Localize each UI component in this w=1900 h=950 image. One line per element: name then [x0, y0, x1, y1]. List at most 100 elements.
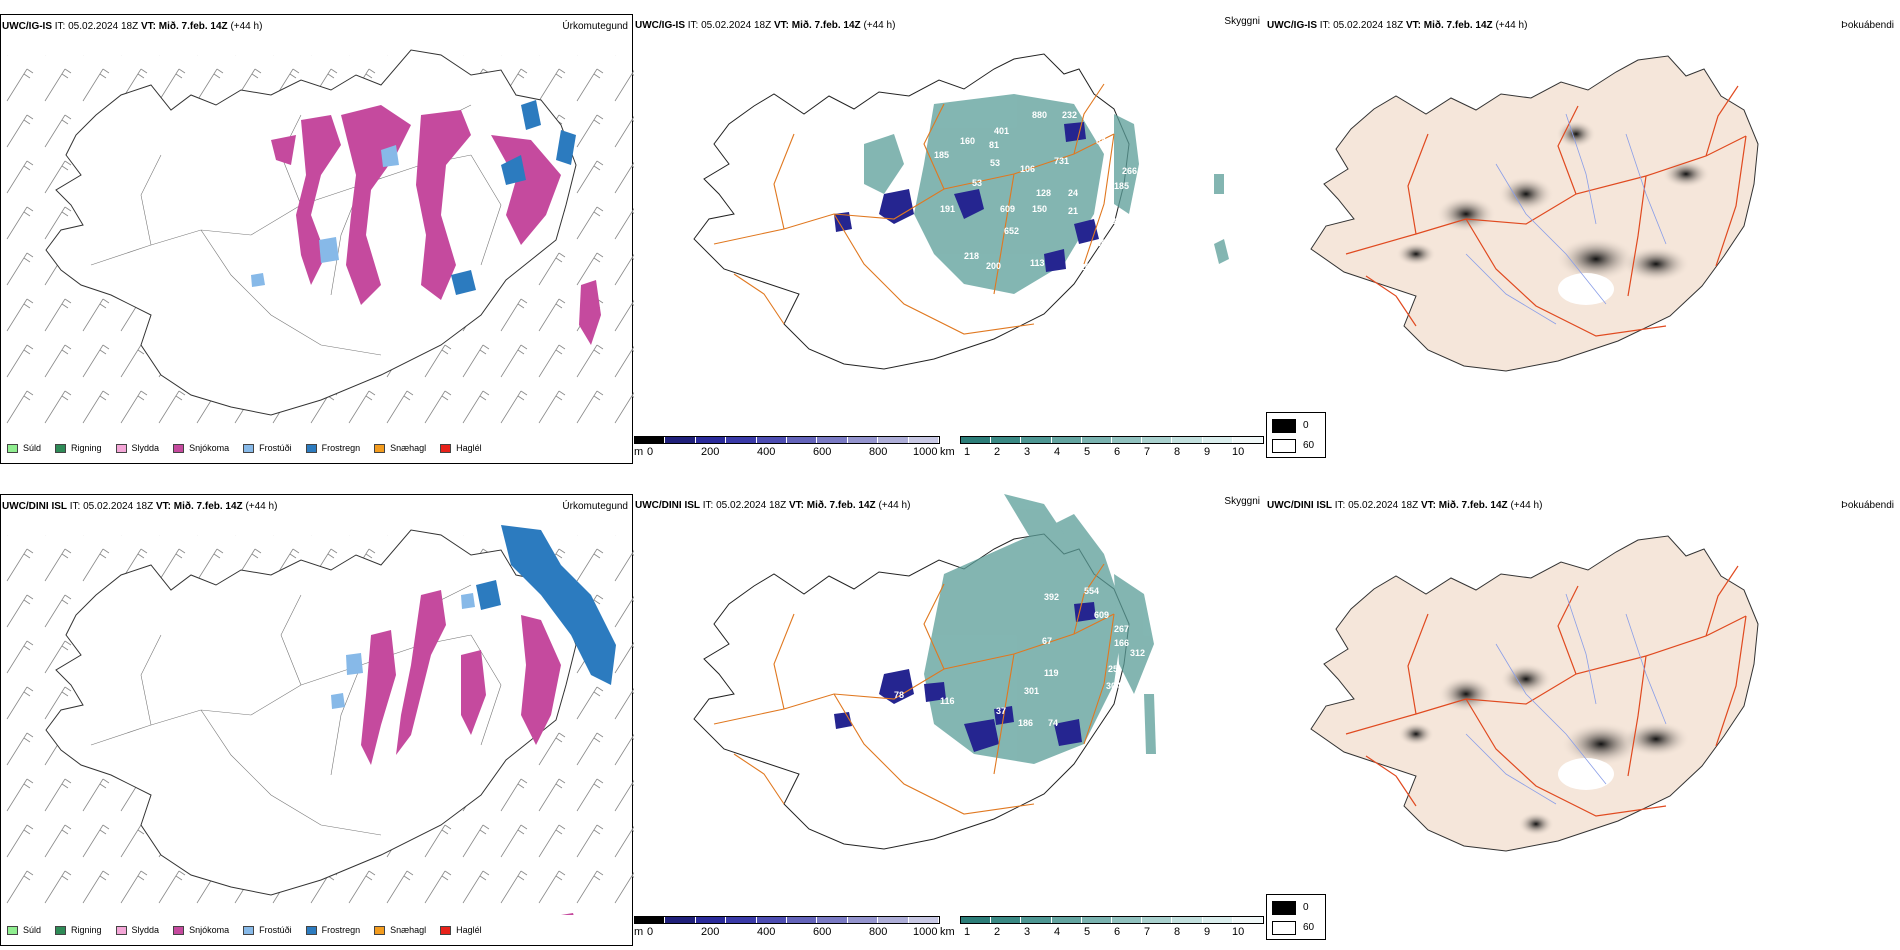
colorbar-tick: 4 [1054, 446, 1061, 458]
ceiling-label: 78 [894, 690, 904, 700]
colorbar-tick: 200 [701, 446, 720, 458]
low-ceiling-areas [834, 122, 1099, 272]
precip-type-panel-row2: UWC/DINI ISL IT: 05.02.2024 18Z VT: Mið.… [0, 494, 634, 946]
colorbar-tick: 1000 [913, 446, 938, 458]
legend-swatch [55, 925, 67, 935]
legend-swatch [440, 443, 452, 453]
panel-title: Úrkomutegund [562, 501, 628, 512]
colorbar-tick: 0 [647, 446, 654, 458]
ceiling-label: 401 [994, 126, 1009, 136]
fog-legend-swatch [1272, 901, 1296, 915]
precip-legend: Súld Rigning Slydda Snjókoma Frostúði Fr… [7, 925, 496, 935]
legend-swatch [115, 925, 127, 935]
ceiling-label: 312 [1130, 648, 1145, 658]
ceiling-label: 47 [1134, 220, 1144, 230]
colorbar-tick: 6 [1114, 446, 1121, 458]
colorbar-tick: 0 [647, 926, 654, 938]
ceiling-label: 67 [1042, 636, 1052, 646]
legend-swatch [173, 443, 185, 453]
legend-swatch [440, 925, 452, 935]
lead-time: (+44 h) [878, 500, 911, 511]
ceiling-label: 128 [1036, 188, 1051, 198]
panel-title: Þokuábendi [1841, 20, 1894, 31]
ceiling-label: 84 [1096, 136, 1106, 146]
ceiling-label: 185 [934, 150, 949, 160]
ceiling-label: 113 [1030, 258, 1045, 268]
colorbar-tick: 9 [1204, 446, 1211, 458]
ceiling-label: 104 [1080, 262, 1095, 272]
ceiling-colorbar [634, 916, 940, 924]
freezing-drizzle-areas [331, 593, 475, 709]
colorbar-tick: 8 [1174, 926, 1181, 938]
visibility-colorbar [960, 916, 1264, 924]
ceiling-label: 40 [1096, 238, 1106, 248]
fog-legend-label: 0 [1303, 420, 1309, 431]
ceiling-label: 53 [972, 178, 982, 188]
fog-panel-row2: UWC/DINI ISL IT: 05.02.2024 18Z VT: Mið.… [1266, 494, 1900, 946]
legend-swatch [7, 443, 18, 453]
snowfall-areas [361, 590, 574, 915]
ceiling-map: 392 554 609 267 166 312 25 67 119 304 78… [693, 494, 1156, 850]
legend-item-sudld: Súld [7, 925, 41, 935]
lead-time: (+44 h) [245, 501, 278, 512]
ceiling-label: 652 [1004, 226, 1019, 236]
panel-header: UWC/IG-IS IT: 05.02.2024 18Z VT: Mið. 7.… [635, 20, 895, 31]
legend-item-slydda: Slydda [115, 925, 159, 935]
valid-time: VT: Mið. 7.feb. 14Z [140, 21, 228, 32]
ceiling-labels: 401 880 232 749 160 81 185 53 106 731 84… [814, 108, 1153, 291]
legend-item-frostudi: Frostúði [243, 443, 292, 453]
ceiling-label: 266 [1122, 166, 1137, 176]
legend-swatch [374, 443, 386, 453]
ceiling-label: 24 [1068, 188, 1078, 198]
panel-title: Úrkomutegund [562, 21, 628, 32]
init-time: IT: 05.02.2024 18Z [687, 20, 772, 31]
panel-title: Skyggni [1224, 16, 1260, 27]
panel-header: UWC/DINI ISL IT: 05.02.2024 18Z VT: Mið.… [1267, 500, 1542, 511]
lead-time: (+44 h) [230, 21, 263, 32]
ceiling-label: 185 [1114, 181, 1129, 191]
panel-header: UWC/IG-IS IT: 05.02.2024 18Z VT: Mið. 7.… [2, 21, 262, 32]
legend-swatch [55, 443, 67, 453]
ceiling-label: 301 [1024, 686, 1039, 696]
colorbar-tick: 400 [757, 926, 776, 938]
road-network [90, 584, 502, 836]
freezing-areas [451, 100, 576, 295]
legend-item-snjokoma: Snjókoma [173, 925, 229, 935]
fog-panel-row1: UWC/IG-IS IT: 05.02.2024 18Z VT: Mið. 7.… [1266, 14, 1900, 464]
colorbar-tick: 800 [869, 926, 888, 938]
colorbar-unit: m [634, 926, 644, 938]
visibility-colorbar-ticks: km 1 2 3 4 5 6 7 8 9 10 [940, 446, 1270, 460]
ceiling-label: 609 [1000, 204, 1015, 214]
colorbar-tick: 600 [813, 446, 832, 458]
valid-time: VT: Mið. 7.feb. 14Z [773, 20, 861, 31]
legend-swatch [305, 925, 317, 935]
lead-time: (+44 h) [1495, 20, 1528, 31]
legend-item-snaehagl: Snæhagl [374, 443, 426, 453]
model-label: UWC/DINI ISL [1267, 500, 1332, 511]
fog-legend-label: 60 [1303, 922, 1315, 933]
colorbar-tick: 200 [701, 926, 720, 938]
colorbar-tick: 5 [1084, 446, 1091, 458]
ceiling-label: 731 [1054, 156, 1069, 166]
fog-legend: 0 60 [1266, 412, 1326, 458]
ceiling-labels: 392 554 609 267 166 312 25 67 119 304 78… [874, 586, 1145, 728]
colorbar-unit: km [940, 446, 955, 458]
colorbar-unit: m [634, 446, 644, 458]
ceiling-label: 609 [1094, 610, 1109, 620]
valid-time: VT: Mið. 7.feb. 14Z [788, 500, 876, 511]
ceiling-label: 119 [1044, 668, 1059, 678]
model-label: UWC/IG-IS [2, 21, 52, 32]
model-label: UWC/IG-IS [635, 20, 685, 31]
ceiling-label: 21 [1068, 206, 1078, 216]
colorbar-tick: 7 [1144, 926, 1151, 938]
ceiling-label: 74 [1048, 718, 1058, 728]
legend-item-slydda: Slydda [115, 443, 159, 453]
visibility-areas [924, 494, 1156, 764]
visibility-areas [864, 94, 1229, 294]
colorbar-tick: 800 [869, 446, 888, 458]
river-network [1465, 593, 1667, 805]
ceiling-colorbar-ticks: m 0 200 400 600 800 1000 [634, 446, 954, 460]
init-time: IT: 05.02.2024 18Z [1334, 500, 1419, 511]
legend-swatch [305, 443, 317, 453]
fog-legend-swatch [1272, 419, 1296, 433]
